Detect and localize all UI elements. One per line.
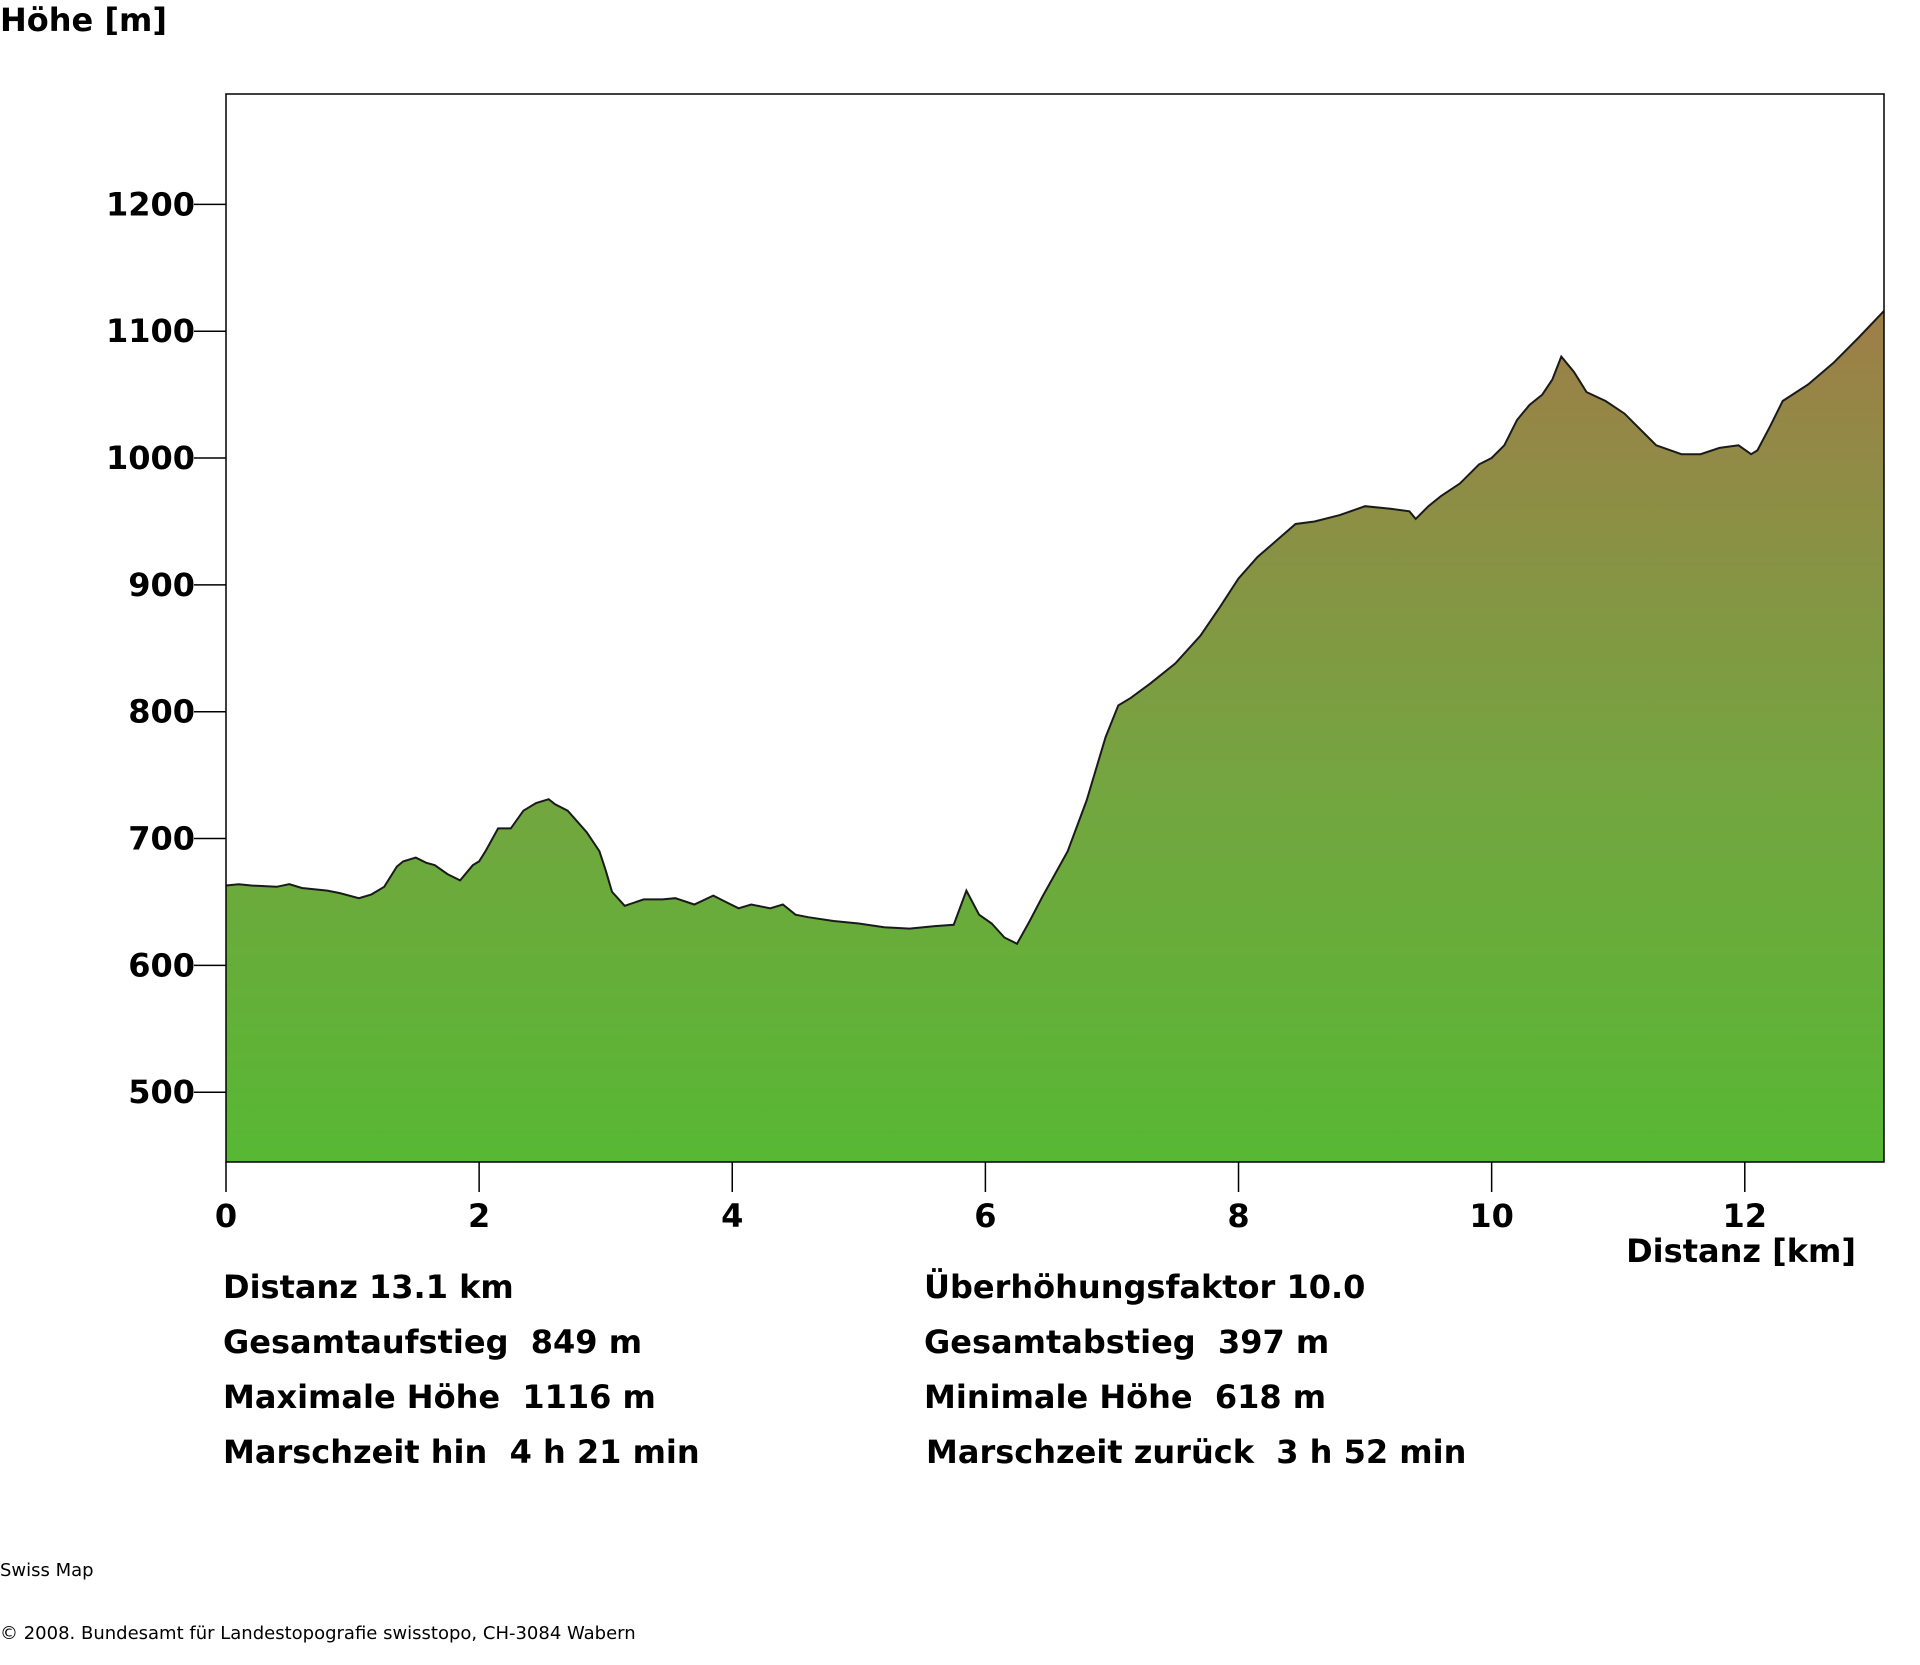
y-tick-label: 900 [128, 566, 195, 604]
plot-frame [225, 93, 1885, 1163]
credit-product: Swiss Map [0, 1560, 94, 1581]
elevation-line [225, 310, 1885, 946]
x-tick-label: 6 [974, 1197, 996, 1235]
credit-copyright: © 2008. Bundesamt für Landestopografie s… [0, 1623, 636, 1644]
y-axis: 500 600 700 800 900 1000 1100 1200 [106, 185, 226, 1111]
y-tick-label: 1000 [106, 439, 195, 477]
elevation-area [226, 310, 1884, 1162]
y-tick-label: 500 [128, 1073, 195, 1111]
x-tick-label: 10 [1469, 1197, 1514, 1235]
stat-hiking-time-back: Marschzeit zurück 3 h 52 min [926, 1433, 1467, 1471]
y-tick-label: 1200 [106, 185, 195, 223]
stat-distance: Distanz 13.1 km [223, 1268, 514, 1306]
stat-max-elevation: Maximale Höhe 1116 m [223, 1378, 656, 1416]
stat-total-ascent: Gesamtaufstieg 849 m [223, 1323, 643, 1361]
y-tick-label: 700 [128, 820, 195, 858]
stat-total-descent: Gesamtabstieg 397 m [924, 1323, 1330, 1361]
elevation-profile-chart: Höhe [m] 500 600 700 800 900 1000 1100 1200 0 2 4… [0, 1, 1885, 1270]
x-tick-label: 12 [1723, 1197, 1768, 1235]
y-tick-label: 800 [128, 693, 195, 731]
y-tick-label: 1100 [106, 312, 195, 350]
stat-exaggeration-factor: Überhöhungsfaktor 10.0 [924, 1268, 1366, 1306]
x-tick-label: 8 [1227, 1197, 1249, 1235]
map-credits: Swiss Map © 2008. Bundesamt für Landesto… [0, 1518, 636, 1665]
y-axis-label: Höhe [m] [0, 1, 167, 39]
stat-hiking-time-there: Marschzeit hin 4 h 21 min [223, 1433, 700, 1471]
x-axis-label: Distanz [km] [1626, 1232, 1856, 1270]
y-tick-label: 600 [128, 946, 195, 984]
x-tick-label: 0 [215, 1197, 237, 1235]
stats-panel: Distanz 13.1 km Überhöhungsfaktor 10.0 G… [0, 0, 1466, 1471]
x-tick-label: 2 [468, 1197, 490, 1235]
x-axis: 0 2 4 6 8 10 12 [215, 1162, 1767, 1235]
stat-min-elevation: Minimale Höhe 618 m [924, 1378, 1327, 1416]
x-tick-label: 4 [721, 1197, 743, 1235]
